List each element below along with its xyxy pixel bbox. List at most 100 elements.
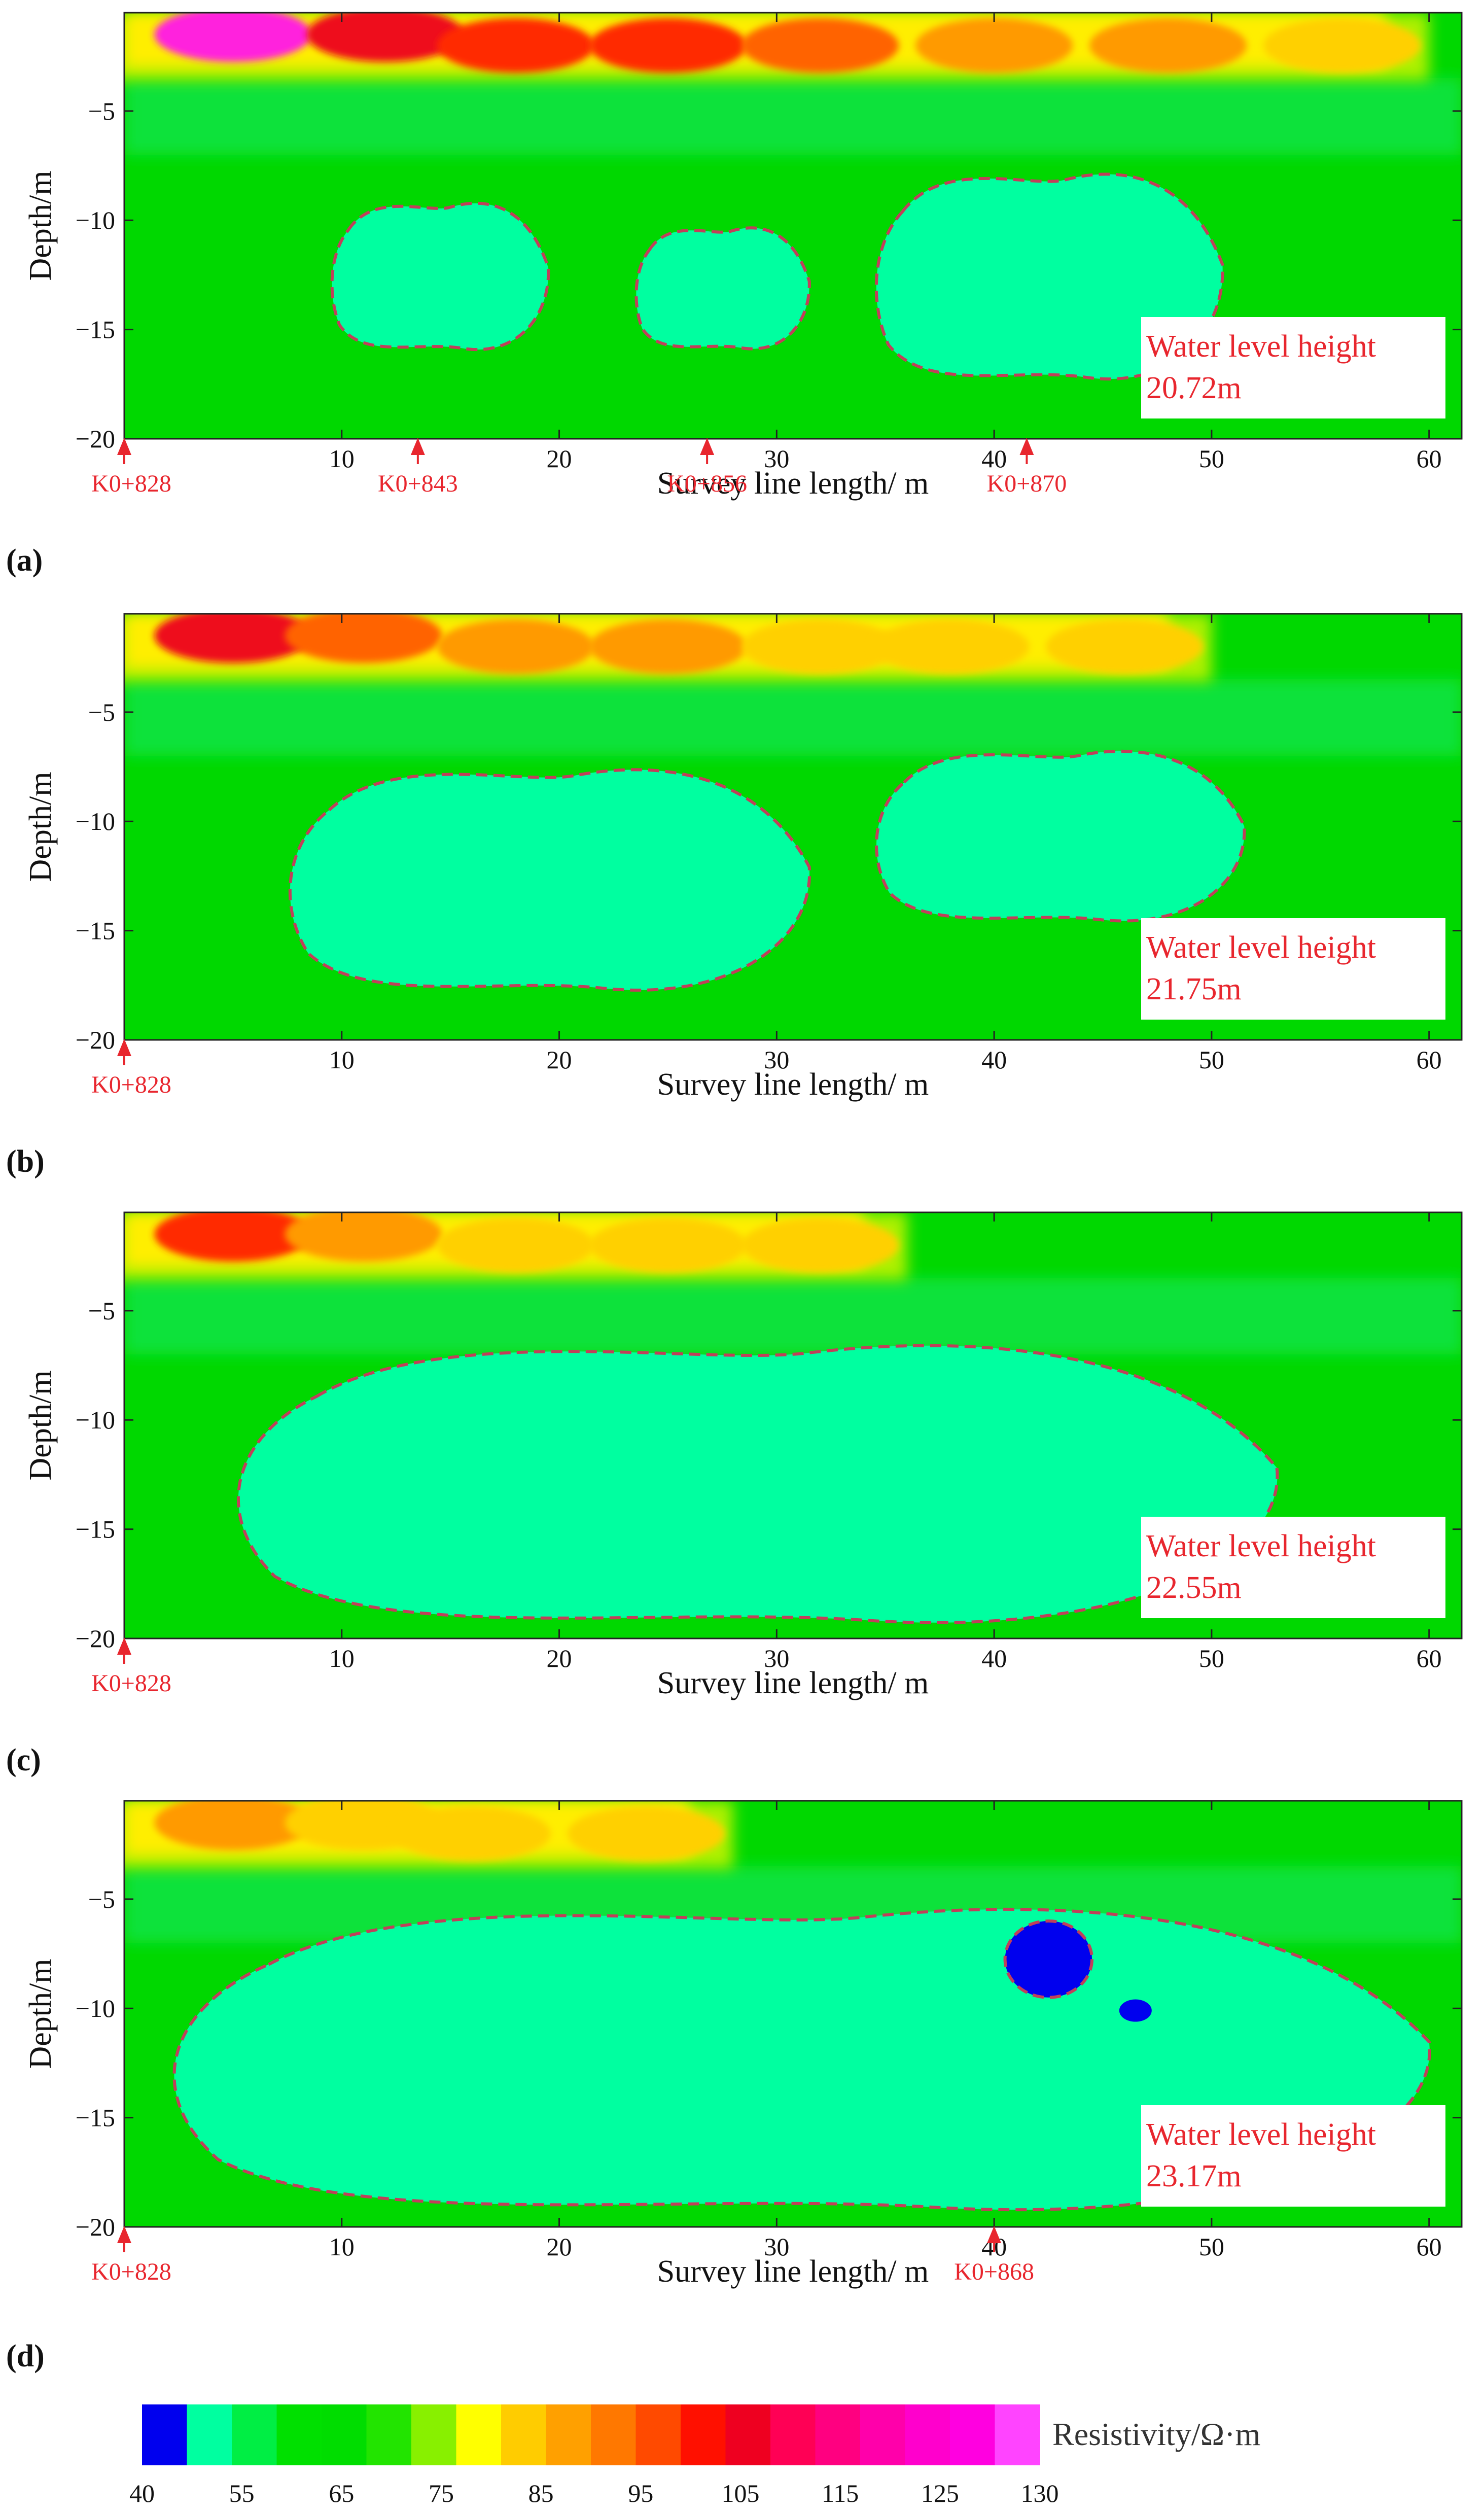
- annotation-box: [1141, 1517, 1445, 1618]
- panel-label: (c): [6, 1743, 41, 1777]
- y-axis-title: Depth/m: [23, 772, 58, 882]
- x-tick-label: 20: [547, 1644, 572, 1672]
- survey-marker: K0+843: [378, 438, 458, 497]
- x-tick-label: 30: [764, 2232, 789, 2261]
- colorbar-segment: [501, 2404, 547, 2465]
- y-tick-label: −15: [76, 316, 115, 344]
- band-hotspot: [437, 18, 594, 73]
- survey-marker: K0+828: [91, 1637, 171, 1697]
- colorbar-segment: [995, 2404, 1040, 2465]
- x-tick-label: 40: [981, 1045, 1007, 1074]
- water-saturated-zones: [236, 1344, 1279, 1624]
- water-zone: [874, 172, 1224, 381]
- colorbar-segment: [142, 2404, 188, 2465]
- water-level-annotation: Water level height 22.55m: [1141, 1517, 1445, 1618]
- y-tick-label: −10: [76, 807, 115, 835]
- colorbar-segment: [860, 2404, 906, 2465]
- x-axis-title: Survey line length/ m: [657, 466, 929, 501]
- marker-arrow-head: [987, 2226, 1002, 2243]
- panel-label: (b): [6, 1144, 45, 1179]
- band-hotspot: [589, 18, 747, 73]
- annotation-value: 20.72m: [1146, 371, 1242, 405]
- x-tick-label: 30: [764, 1045, 789, 1074]
- axis-ticks: [124, 614, 1462, 1041]
- marker-arrow-head: [117, 438, 131, 455]
- x-tick-label: 50: [1199, 1644, 1224, 1672]
- annotation-title: Water level height: [1146, 329, 1376, 364]
- colorbar-segment: [411, 2404, 457, 2465]
- marker-arrow-head: [117, 2226, 131, 2243]
- water-level-annotation: Water level height 23.17m: [1141, 2105, 1445, 2207]
- high-resistivity-band: [124, 13, 1429, 81]
- x-tick-label: 50: [1199, 1045, 1224, 1074]
- band-hotspot: [285, 1212, 442, 1262]
- band-hotspot: [741, 1217, 899, 1273]
- colorbar-segment: [770, 2404, 816, 2465]
- colorbar-tick-label: 40: [129, 2479, 155, 2507]
- y-tick-label: −10: [76, 1994, 115, 2022]
- x-tick-label: 40: [981, 444, 1007, 473]
- marker-arrow-head: [117, 1039, 131, 1056]
- contour-field: [124, 614, 1462, 1040]
- y-axis-title: Depth/m: [23, 1371, 58, 1481]
- water-level-annotation: Water level height 21.75m: [1141, 918, 1445, 1020]
- x-tick-label: 20: [547, 1045, 572, 1074]
- plot-frame: [123, 613, 1463, 1041]
- x-tick-label: 40: [981, 1644, 1007, 1672]
- colorbar-tick-label: 95: [628, 2479, 653, 2507]
- y-tick-label: −5: [88, 1885, 115, 1913]
- axis-ticks: [124, 1212, 1462, 1639]
- colorbar-segment: [366, 2404, 412, 2465]
- marker-arrow-head: [700, 438, 715, 455]
- low-resistivity-spot: [1119, 1999, 1152, 2022]
- colorbar-segment: [950, 2404, 996, 2465]
- annotation-value: 22.55m: [1146, 1570, 1242, 1605]
- water-zone: [330, 201, 550, 352]
- annotation-title: Water level height: [1146, 2117, 1376, 2152]
- band-hotspot: [1089, 18, 1247, 73]
- x-tick-label: 30: [764, 1644, 789, 1672]
- colorbar-segment: [187, 2404, 232, 2465]
- y-tick-label: −20: [76, 1026, 115, 1054]
- colorbar-tick-label: 65: [329, 2479, 354, 2507]
- x-tick-label: 60: [1417, 1644, 1442, 1672]
- x-tick-label: 10: [329, 1644, 355, 1672]
- water-zone: [236, 1344, 1279, 1624]
- band-hotspot: [568, 1806, 725, 1861]
- colorbar-segment: [322, 2404, 367, 2465]
- band-hotspot: [589, 619, 747, 674]
- plot-frame: [123, 12, 1463, 440]
- x-tick-label: 10: [329, 1045, 355, 1074]
- high-resistivity-band: [124, 1801, 733, 1869]
- water-saturated-zones: [330, 172, 1224, 381]
- x-axis-title: Survey line length/ m: [657, 1666, 929, 1700]
- survey-marker: K0+856: [667, 438, 747, 497]
- x-tick-label: 50: [1199, 444, 1224, 473]
- marker-arrow-head: [410, 438, 425, 455]
- x-tick-label: 30: [764, 444, 789, 473]
- x-tick-label: 20: [547, 444, 572, 473]
- y-tick-label: −15: [76, 1515, 115, 1544]
- colorbar-segment: [456, 2404, 502, 2465]
- colorbar-title: Resistivity/Ω·m: [1052, 2416, 1260, 2452]
- colorbar-segment: [232, 2404, 277, 2465]
- survey-marker: K0+870: [987, 438, 1067, 497]
- x-axis-title: Survey line length/ m: [657, 1067, 929, 1102]
- marker-arrow-head: [1019, 438, 1034, 455]
- band-hotspot: [154, 13, 312, 62]
- band-hotspot: [306, 13, 464, 62]
- plot-frame: [123, 1211, 1463, 1639]
- x-tick-label: 50: [1199, 2232, 1224, 2261]
- x-tick-label: 60: [1417, 2232, 1442, 2261]
- y-tick-label: −5: [88, 698, 115, 726]
- marker-label: K0+828: [91, 1670, 171, 1697]
- panel-label: (a): [6, 543, 43, 578]
- x-axis-title: Survey line length/ m: [657, 2254, 929, 2289]
- transition-zone: [124, 1278, 1462, 1354]
- x-tick-label: 10: [329, 2232, 355, 2261]
- colorbar-tick-label: 75: [429, 2479, 454, 2507]
- band-hotspot: [394, 1806, 551, 1861]
- annotation-title: Water level height: [1146, 1529, 1376, 1563]
